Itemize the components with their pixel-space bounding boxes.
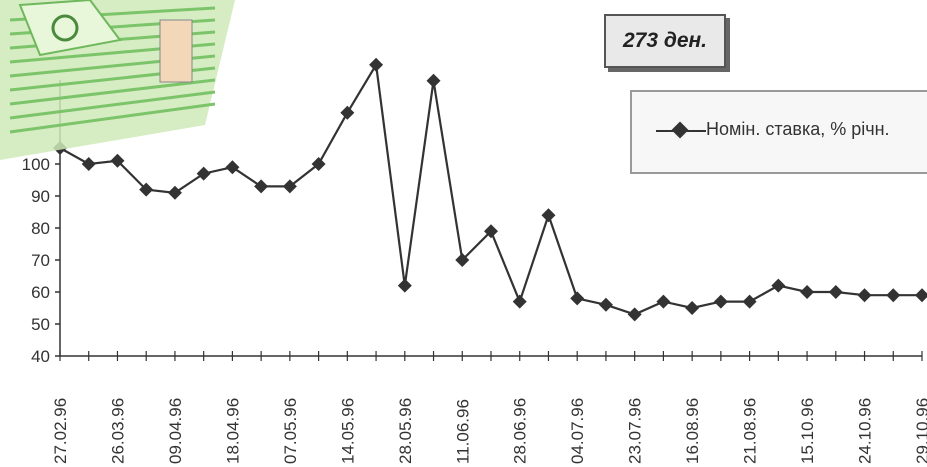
data-point (168, 186, 182, 200)
x-tick-label: 09.04.96 (166, 398, 185, 464)
x-tick-label: 18.04.96 (223, 398, 242, 464)
chart-title: 273 ден. (604, 14, 726, 68)
x-tick-label: 27.02.96 (51, 398, 70, 464)
data-point (340, 106, 354, 120)
x-tick-label: 21.08.96 (741, 398, 760, 464)
data-point (225, 160, 239, 174)
x-tick-label: 07.05.96 (281, 398, 300, 464)
x-tick-label: 28.05.96 (396, 398, 415, 464)
x-tick-label: 04.07.96 (568, 398, 587, 464)
data-point (369, 58, 383, 72)
legend-diamond-icon (672, 122, 689, 139)
data-point (599, 298, 613, 312)
x-tick-label: 14.05.96 (338, 398, 357, 464)
x-tick-label: 11.06.96 (453, 399, 472, 464)
data-point (771, 279, 785, 293)
data-point (398, 279, 412, 293)
data-point (513, 295, 527, 309)
x-tick-label: 15.10.96 (798, 398, 817, 464)
y-tick-label: 40 (31, 347, 50, 366)
y-tick-label: 80 (31, 219, 50, 238)
data-point (628, 307, 642, 321)
data-point (541, 208, 555, 222)
data-point (886, 288, 900, 302)
legend: Номін. ставка, % річн. (630, 90, 927, 174)
data-point (197, 167, 211, 181)
y-tick-label: 100 (22, 155, 50, 174)
data-point (743, 295, 757, 309)
money-stack-icon (0, 0, 235, 160)
x-axis: 27.02.96 26.03.96 09.04.96 18.04.96 07.05.96… (51, 351, 927, 464)
data-point (570, 291, 584, 305)
x-tick-label: 29.10.96 (913, 398, 927, 464)
y-tick-label: 90 (31, 187, 50, 206)
data-point (82, 157, 96, 171)
data-point (656, 295, 670, 309)
data-point (829, 285, 843, 299)
data-point (915, 288, 927, 302)
y-tick-label: 60 (31, 283, 50, 302)
data-point (800, 285, 814, 299)
x-tick-label: 24.10.96 (856, 398, 875, 464)
data-point (254, 179, 268, 193)
x-tick-label: 23.07.96 (626, 398, 645, 464)
data-point (858, 288, 872, 302)
data-point (427, 74, 441, 88)
data-point (685, 301, 699, 315)
y-tick-label: 50 (31, 315, 50, 334)
x-tick-label: 16.08.96 (683, 398, 702, 464)
legend-label: Номін. ставка, % річн. (706, 119, 890, 140)
y-tick-label: 70 (31, 251, 50, 270)
x-tick-label: 26.03.96 (108, 398, 127, 464)
data-point (714, 295, 728, 309)
x-tick-label: 28.06.96 (511, 398, 530, 464)
